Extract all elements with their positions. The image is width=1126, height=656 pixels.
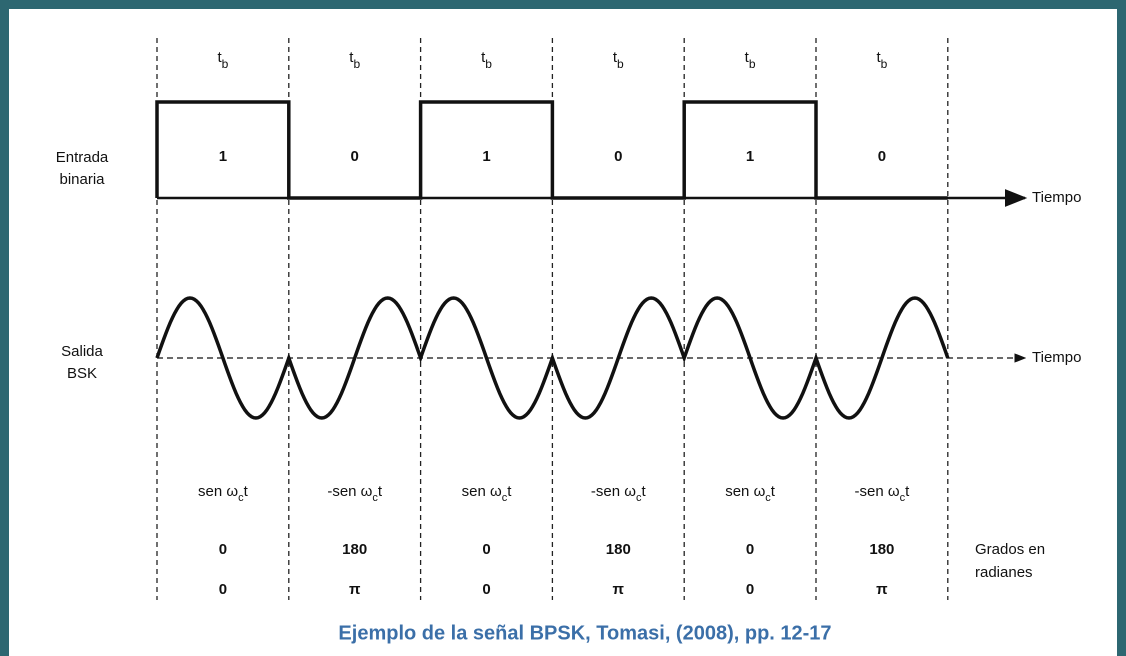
phase-pre: sen ω xyxy=(198,483,238,500)
phase-label: -sen ωct xyxy=(591,483,647,504)
time-label: Tiempo xyxy=(1032,189,1081,206)
period-main: t xyxy=(613,49,618,66)
time-label: Tiempo xyxy=(1032,349,1081,366)
phase-label: -sen ωct xyxy=(855,483,911,504)
subscript: c xyxy=(900,492,906,504)
binary-input-wave xyxy=(155,100,948,200)
phase-post: t xyxy=(507,483,512,500)
phase-post: t xyxy=(641,483,646,500)
degrees: 180 xyxy=(606,541,631,558)
period-main: t xyxy=(481,49,486,66)
phase-post: t xyxy=(244,483,249,500)
subscript: c xyxy=(238,492,244,504)
caption: Ejemplo de la señal BPSK, Tomasi, (2008)… xyxy=(338,622,831,644)
phase-pre: -sen ω xyxy=(327,483,372,500)
subscript: c xyxy=(636,492,642,504)
period-label: tb xyxy=(745,49,756,71)
degrees: 0 xyxy=(746,541,754,558)
degrees: 180 xyxy=(342,541,367,558)
phase-pre: -sen ω xyxy=(855,483,900,500)
phase-label: sen ωct xyxy=(462,483,513,504)
output-label: Salida xyxy=(61,343,103,360)
period-label: tb xyxy=(876,49,887,71)
bit-label: 1 xyxy=(482,148,490,165)
period-main: t xyxy=(349,49,354,66)
subscript: b xyxy=(485,57,492,71)
period-main: t xyxy=(745,49,750,66)
degrees-label: radianes xyxy=(975,564,1033,581)
radians: π xyxy=(613,581,625,598)
subscript: b xyxy=(222,57,229,71)
phase-label: sen ωct xyxy=(725,483,776,504)
bit-label: 0 xyxy=(878,148,886,165)
period-main: t xyxy=(217,49,222,66)
period-label: tb xyxy=(217,49,228,71)
degrees: 180 xyxy=(869,541,894,558)
input-label: binaria xyxy=(59,171,105,188)
radians: π xyxy=(349,581,361,598)
radians: 0 xyxy=(482,581,490,598)
phase-pre: -sen ω xyxy=(591,483,636,500)
subscript: c xyxy=(502,492,508,504)
phase-label: -sen ωct xyxy=(327,483,383,504)
subscript: b xyxy=(617,57,624,71)
phase-pre: sen ω xyxy=(725,483,765,500)
phase-pre: sen ω xyxy=(462,483,502,500)
subscript: c xyxy=(765,492,771,504)
period-label: tb xyxy=(613,49,624,71)
bit-label: 0 xyxy=(351,148,359,165)
period-label: tb xyxy=(481,49,492,71)
output-label: BSK xyxy=(67,365,97,382)
radians: 0 xyxy=(746,581,754,598)
phase-post: t xyxy=(771,483,776,500)
bit-label: 0 xyxy=(614,148,622,165)
subscript: b xyxy=(881,57,888,71)
period-label: tb xyxy=(349,49,360,71)
bit-label: 1 xyxy=(219,148,227,165)
phase-label: sen ωct xyxy=(198,483,249,504)
period-main: t xyxy=(876,49,881,66)
input-label: Entrada xyxy=(56,149,109,166)
radians: 0 xyxy=(219,581,227,598)
bpsk-output-wave xyxy=(155,296,950,420)
degrees-label: Grados en xyxy=(975,541,1045,558)
subscript: b xyxy=(749,57,756,71)
degrees: 0 xyxy=(482,541,490,558)
subscript: b xyxy=(353,57,360,71)
subscript: c xyxy=(372,492,378,504)
radians: π xyxy=(876,581,888,598)
bit-label: 1 xyxy=(746,148,754,165)
phase-post: t xyxy=(905,483,910,500)
phase-post: t xyxy=(378,483,383,500)
degrees: 0 xyxy=(219,541,227,558)
